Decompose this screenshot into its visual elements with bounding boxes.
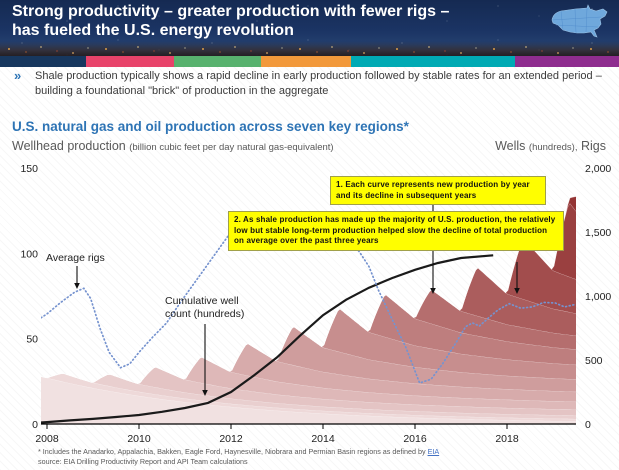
svg-text:Cumulative well: Cumulative well (165, 295, 239, 307)
svg-text:Average rigs: Average rigs (46, 252, 105, 264)
slide-title-line2: has fueled the U.S. energy revolution (12, 22, 294, 39)
svg-text:500: 500 (585, 355, 603, 367)
callout-2: 2. As shale production has made up the m… (228, 211, 564, 251)
chart-title: U.S. natural gas and oil production acro… (12, 119, 409, 134)
svg-text:2008: 2008 (35, 433, 59, 445)
svg-text:0: 0 (585, 419, 591, 431)
svg-text:count (hundreds): count (hundreds) (165, 308, 244, 320)
accent-stripe (0, 56, 619, 67)
slide-header: Strong productivity – greater production… (0, 0, 619, 56)
right-axis-title: Wells (hundreds), Rigs (495, 139, 606, 153)
accent-stripe-segment (351, 56, 515, 67)
left-axis-units: (billion cubic feet per day natural gas-… (129, 142, 334, 153)
right-axis-title-wells: Wells (495, 139, 526, 153)
footnote-regions: * Includes the Anadarko, Appalachia, Bak… (38, 447, 428, 456)
right-axis-title-rigs: Rigs (580, 139, 606, 153)
accent-stripe-segment (0, 56, 86, 67)
accent-stripe-segment (86, 56, 174, 67)
eia-link[interactable]: EIA (427, 447, 440, 456)
svg-text:50: 50 (26, 334, 38, 346)
svg-text:2,000: 2,000 (585, 163, 611, 175)
bullet-text: Shale production typically shows a rapid… (35, 70, 602, 97)
svg-text:0: 0 (32, 419, 38, 431)
left-axis-title-text: Wellhead production (12, 139, 126, 153)
us-map-icon (551, 4, 608, 38)
city-lights-strip (0, 41, 619, 56)
accent-stripe-segment (515, 56, 619, 67)
slide-title-line1: Strong productivity – greater production… (12, 3, 450, 20)
svg-text:2014: 2014 (311, 433, 335, 445)
right-axis-units: (hundreds), (528, 142, 578, 153)
svg-text:1,500: 1,500 (585, 227, 611, 239)
bullet-item: » Shale production typically shows a rap… (14, 69, 606, 98)
svg-text:150: 150 (20, 163, 38, 175)
slide-title: Strong productivity – greater production… (12, 2, 449, 40)
production-chart: 2008 2010 2012 2014 2016 2018 0 50 100 150 0 500 1,0… (20, 163, 611, 445)
svg-text:2018: 2018 (495, 433, 519, 445)
callout-1: 1. Each curve represents new production … (330, 176, 546, 206)
svg-text:2012: 2012 (219, 433, 243, 445)
svg-text:1,000: 1,000 (585, 291, 611, 303)
svg-text:2016: 2016 (403, 433, 427, 445)
footnote: * Includes the Anadarko, Appalachia, Bak… (38, 447, 598, 466)
accent-stripe-segment (174, 56, 261, 67)
svg-text:100: 100 (20, 248, 38, 260)
svg-text:2010: 2010 (127, 433, 151, 445)
footnote-source: source: EIA Drilling Productivity Report… (38, 456, 248, 466)
bullet-chevron-icon: » (14, 68, 22, 83)
left-axis-title: Wellhead production (billion cubic feet … (12, 139, 334, 153)
accent-stripe-segment (261, 56, 351, 67)
